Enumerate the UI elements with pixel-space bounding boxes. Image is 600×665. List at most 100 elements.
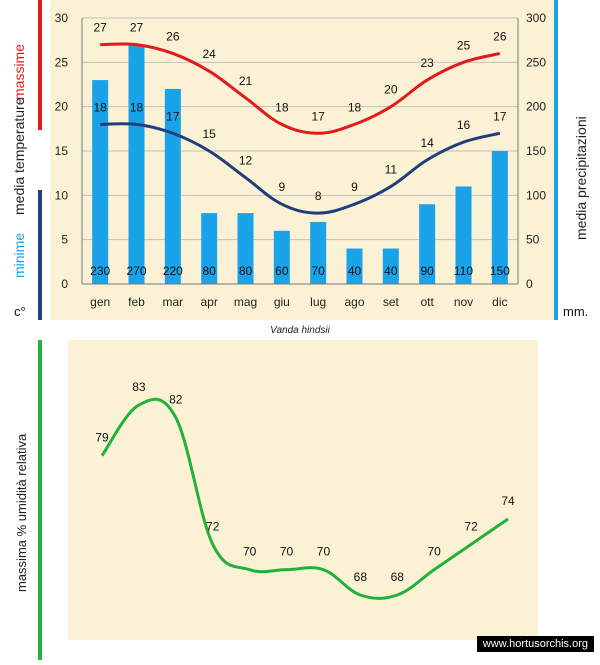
humidity-label-mar: 82 bbox=[169, 393, 183, 407]
right-axis-title: media precipitazioni bbox=[573, 116, 589, 240]
precip-tick-label: 50 bbox=[526, 233, 540, 247]
precip-value-label: 40 bbox=[348, 264, 362, 278]
humidity-label-feb: 83 bbox=[132, 380, 146, 394]
precip-tick-label: 100 bbox=[526, 188, 546, 202]
top-axes bbox=[81, 18, 519, 285]
min-temp-line bbox=[100, 122, 501, 215]
humidity-label-dic: 74 bbox=[501, 494, 515, 508]
month-tick-labels: gen feb mar apr mag giu lug ago set ott nov dic bbox=[90, 295, 507, 309]
left-tick-labels: 0 5 10 15 20 25 30 bbox=[55, 11, 69, 291]
humidity-label-mag: 70 bbox=[243, 545, 257, 559]
humidity-label-apr: 72 bbox=[206, 519, 220, 533]
precip-value-label: 80 bbox=[239, 264, 253, 278]
precip-tick-label: 250 bbox=[526, 55, 546, 69]
precip-bar-apr bbox=[201, 213, 218, 284]
precipitation-value-labels: 230 270 220 80 80 60 70 40 40 90 110 150 bbox=[90, 264, 510, 278]
max-temp-label: 18 bbox=[275, 100, 289, 114]
precip-tick-label: 300 bbox=[526, 11, 546, 25]
precip-bar-giu bbox=[273, 230, 290, 284]
max-temp-label: 24 bbox=[202, 47, 216, 61]
right-tick-labels: 0 50 100 150 200 250 300 bbox=[526, 11, 546, 291]
precip-bar-gen bbox=[92, 80, 109, 284]
min-temp-label: 11 bbox=[385, 162, 398, 176]
month-label-giu: giu bbox=[274, 295, 290, 309]
precip-tick-label: 0 bbox=[526, 277, 533, 291]
temp-tick-label: 20 bbox=[55, 100, 69, 114]
precip-tick-label: 200 bbox=[526, 100, 546, 114]
watermark: www.hortusorchis.org bbox=[476, 636, 594, 652]
humidity-curve bbox=[100, 397, 509, 600]
precip-bar-mar bbox=[164, 88, 181, 284]
temp-tick-label: 15 bbox=[55, 144, 69, 158]
humidity-label-set: 68 bbox=[391, 570, 405, 584]
temp-tick-label: 30 bbox=[55, 11, 69, 25]
humidity-label-giu: 70 bbox=[280, 545, 294, 559]
month-label-nov: nov bbox=[454, 295, 473, 309]
month-label-gen: gen bbox=[90, 295, 110, 309]
max-temp-label: 17 bbox=[311, 109, 325, 123]
precip-value-label: 70 bbox=[311, 264, 325, 278]
precip-value-label: 80 bbox=[202, 264, 216, 278]
min-temp-label: 8 bbox=[315, 189, 322, 203]
precip-value-label: 110 bbox=[454, 264, 473, 278]
month-label-dic: dic bbox=[492, 295, 507, 309]
left-axis-title: massime bbox=[11, 44, 27, 100]
precip-bar-set bbox=[382, 248, 399, 284]
precip-value-label: 230 bbox=[90, 264, 110, 278]
max-temp-label: 27 bbox=[130, 21, 144, 35]
humidity-line bbox=[100, 397, 509, 600]
max-temp-label: 20 bbox=[384, 83, 398, 97]
min-temp-label: 12 bbox=[239, 154, 253, 168]
left-axis-title-massime: massime bbox=[11, 44, 27, 100]
month-label-set: set bbox=[383, 295, 400, 309]
humidity-label-lug: 70 bbox=[317, 545, 331, 559]
humidity-value-labels: 79 83 82 72 70 70 70 68 68 70 72 74 bbox=[95, 380, 515, 584]
max-temp-label: 23 bbox=[420, 56, 434, 70]
species-caption: Vanda hindsii bbox=[270, 325, 330, 336]
temp-tick-label: 25 bbox=[55, 55, 69, 69]
humidity-label-ott: 70 bbox=[428, 545, 442, 559]
temperature-lines bbox=[100, 42, 501, 215]
min-temp-label: 15 bbox=[202, 127, 216, 141]
month-label-ott: ott bbox=[420, 295, 434, 309]
right-axis-unit: mm. bbox=[563, 304, 588, 319]
max-temp-label: 21 bbox=[239, 74, 253, 88]
month-label-feb: feb bbox=[128, 295, 145, 309]
month-label-ago: ago bbox=[344, 295, 364, 309]
temperature-value-labels: 27 27 26 24 21 18 17 18 20 23 25 26 18 18 17 15 12 9 8 9 11 1… bbox=[93, 21, 506, 203]
humidity-axis-title: massima % umidità relativa bbox=[14, 433, 29, 592]
max-temp-line bbox=[100, 42, 501, 135]
month-label-apr: apr bbox=[200, 295, 217, 309]
max-temp-label: 27 bbox=[93, 21, 107, 35]
temp-tick-label: 10 bbox=[55, 188, 69, 202]
precip-bar-nov bbox=[455, 186, 472, 284]
min-temp-label: 9 bbox=[351, 180, 358, 194]
min-temp-label: 18 bbox=[93, 100, 107, 114]
min-temp-label: 14 bbox=[420, 136, 434, 150]
month-label-lug: lug bbox=[310, 295, 326, 309]
precip-value-label: 40 bbox=[384, 264, 398, 278]
precip-value-label: 90 bbox=[420, 264, 434, 278]
precip-tick-label: 150 bbox=[526, 144, 546, 158]
precip-value-label: 220 bbox=[163, 264, 183, 278]
left-axis-title-middle: media temperature bbox=[11, 97, 27, 215]
temp-tick-label: 5 bbox=[61, 233, 68, 247]
temp-tick-label: 0 bbox=[61, 277, 68, 291]
left-axis-title-minime: minime bbox=[11, 233, 27, 278]
humidity-label-nov: 72 bbox=[464, 519, 478, 533]
left-axis-unit: c° bbox=[14, 304, 26, 319]
max-temp-label: 26 bbox=[166, 29, 180, 43]
month-label-mar: mar bbox=[162, 295, 183, 309]
precip-value-label: 150 bbox=[490, 264, 510, 278]
precipitation-bars bbox=[92, 44, 508, 284]
precip-bar-mag bbox=[237, 213, 254, 284]
max-temp-label: 25 bbox=[457, 38, 471, 52]
bottom-chart-background bbox=[68, 340, 538, 640]
precip-value-label: 60 bbox=[275, 264, 289, 278]
humidity-label-gen: 79 bbox=[95, 431, 109, 445]
min-temp-label: 18 bbox=[130, 100, 144, 114]
precip-bar-lug bbox=[310, 221, 327, 284]
month-label-mag: mag bbox=[234, 295, 257, 309]
